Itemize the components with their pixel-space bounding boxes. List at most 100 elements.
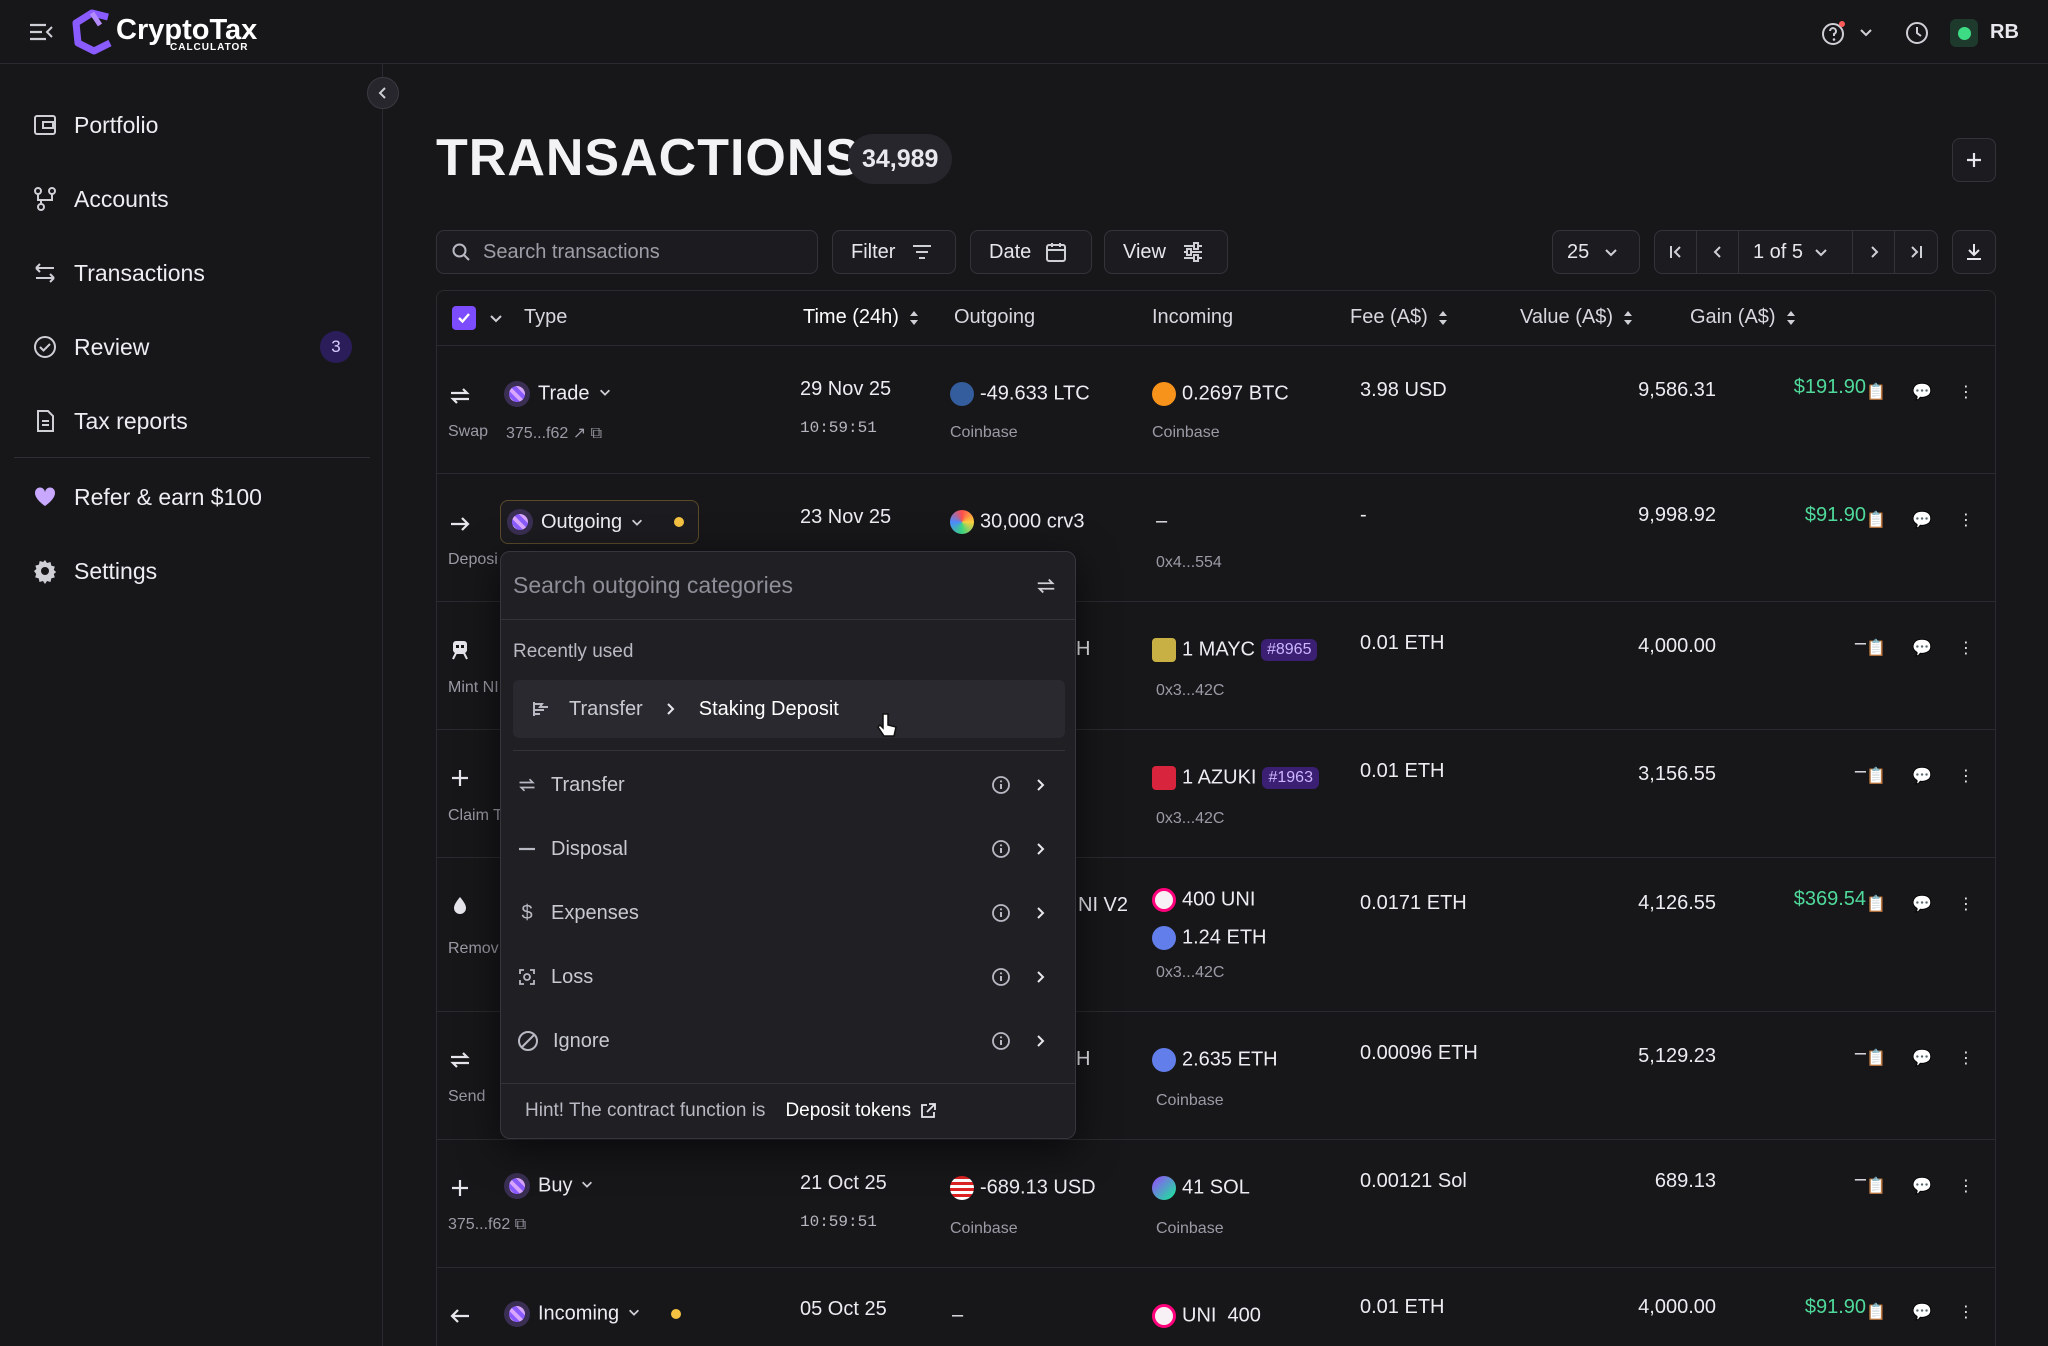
checkmark-icon (458, 313, 470, 324)
comment-icon[interactable]: 💬 (1912, 512, 1932, 529)
comment-icon[interactable]: 💬 (1912, 1304, 1932, 1321)
swap-direction-icon[interactable] (1035, 575, 1057, 597)
incoming-source: 0x4...554 (1156, 554, 1222, 571)
view-button[interactable]: View (1104, 230, 1228, 274)
menu-item-disposal[interactable]: Disposal (517, 824, 1061, 874)
recent-item-staking-deposit[interactable]: Transfer Staking Deposit (513, 680, 1065, 738)
table-row[interactable]: Mint NI H 1 MAYC #8965 0x3...42C 0.01 ETH… (436, 601, 1996, 729)
tx-hash[interactable]: 375...f62 ↗ ⧉ (506, 423, 602, 443)
help-chevron-down-icon[interactable] (1858, 24, 1874, 40)
row-date: 29 Nov 25 (800, 378, 892, 400)
menu-item-ignore[interactable]: Ignore (517, 1016, 1061, 1066)
info-icon[interactable] (991, 903, 1011, 923)
clipboard-icon[interactable]: 📋 (1866, 1304, 1887, 1321)
column-header-gain[interactable]: Gain (A$) (1690, 306, 1798, 329)
info-icon[interactable] (991, 839, 1011, 859)
table-frame (436, 290, 1996, 1346)
clipboard-icon[interactable]: 📋 (1866, 768, 1887, 785)
table-row[interactable]: Send H 2.635 ETH Coinbase 0.00096 ETH 5,… (436, 1011, 1996, 1139)
more-vertical-icon[interactable]: ⋮ (1958, 768, 1974, 785)
collapse-menu-icon[interactable] (28, 20, 54, 44)
clipboard-icon[interactable]: 📋 (1866, 384, 1887, 401)
page-select[interactable]: 1 of 5 (1739, 231, 1853, 273)
comment-icon[interactable]: 💬 (1912, 1050, 1932, 1067)
clipboard-icon[interactable]: 📋 (1866, 896, 1887, 913)
more-vertical-icon[interactable]: ⋮ (1958, 512, 1974, 529)
prev-page-icon[interactable] (1697, 231, 1739, 273)
sidebar-item-transactions[interactable]: Transactions (32, 248, 205, 298)
info-icon[interactable] (991, 967, 1011, 987)
sidebar-collapse-button[interactable] (367, 77, 399, 109)
menu-item-label: Ignore (553, 1029, 610, 1052)
date-button[interactable]: Date (970, 230, 1092, 274)
table-row[interactable]: Trade Swap 375...f62 ↗ ⧉ 29 Nov 25 10:59… (436, 345, 1996, 473)
sidebar-item-review[interactable]: Review 3 (32, 322, 352, 372)
menu-item-transfer[interactable]: Transfer (517, 760, 1061, 810)
help-icon[interactable] (1820, 19, 1848, 47)
comment-icon[interactable]: 💬 (1912, 768, 1932, 785)
first-page-icon[interactable] (1655, 231, 1697, 273)
sidebar-item-label: Review (74, 333, 150, 360)
last-page-icon[interactable] (1895, 231, 1937, 273)
clipboard-icon[interactable]: 📋 (1866, 512, 1887, 529)
more-vertical-icon[interactable]: ⋮ (1958, 384, 1974, 401)
category-dropdown[interactable]: Buy (504, 1173, 594, 1199)
export-button[interactable] (1952, 230, 1996, 274)
info-icon[interactable] (991, 1031, 1011, 1051)
sidebar-item-portfolio[interactable]: Portfolio (32, 100, 158, 150)
column-header-incoming[interactable]: Incoming (1152, 306, 1234, 328)
external-link-icon[interactable]: ↗ (572, 425, 587, 442)
search-input[interactable]: Search transactions (436, 230, 818, 274)
column-header-outgoing[interactable]: Outgoing (954, 306, 1036, 328)
mayc-nft-icon (1152, 638, 1176, 662)
column-header-value[interactable]: Value (A$) (1520, 306, 1635, 329)
menu-item-loss[interactable]: Loss (517, 952, 1061, 1002)
column-header-fee[interactable]: Fee (A$) (1350, 306, 1450, 329)
menu-item-expenses[interactable]: $ Expenses (517, 888, 1061, 938)
tx-hash[interactable]: 375...f62 ⧉ (448, 1216, 526, 1234)
table-row[interactable]: Buy 375...f62 ⧉ 21 Oct 25 10:59:51 -689.… (436, 1139, 1996, 1267)
copy-icon[interactable]: ⧉ (514, 1216, 527, 1233)
hint-link[interactable]: Deposit tokens (785, 1100, 937, 1122)
incoming-source: Coinbase (1152, 424, 1220, 441)
comment-icon[interactable]: 💬 (1912, 640, 1932, 657)
category-dropdown[interactable]: Trade (504, 381, 612, 407)
history-clock-icon[interactable] (1904, 20, 1930, 46)
sidebar-item-tax-reports[interactable]: Tax reports (32, 396, 188, 446)
comment-icon[interactable]: 💬 (1912, 384, 1932, 401)
select-menu-chevron-icon[interactable] (488, 310, 504, 326)
table-row[interactable]: Incoming 05 Oct 25 – UNI 400 0.01 ETH 4,… (436, 1267, 1996, 1346)
add-transaction-button[interactable] (1952, 138, 1996, 182)
more-vertical-icon[interactable]: ⋮ (1958, 640, 1974, 657)
column-header-type[interactable]: Type (524, 306, 568, 328)
filter-button[interactable]: Filter (832, 230, 956, 274)
table-row[interactable]: Outgoing Deposi 23 Nov 25 30,000 crv3 – … (436, 473, 1996, 601)
clipboard-icon[interactable]: 📋 (1866, 1178, 1887, 1195)
info-icon[interactable] (991, 775, 1011, 795)
select-all-checkbox[interactable] (452, 306, 476, 330)
category-dropdown[interactable]: Incoming (504, 1301, 682, 1327)
sidebar-item-settings[interactable]: Settings (32, 546, 157, 596)
page-size-select[interactable]: 25 (1552, 230, 1640, 274)
more-vertical-icon[interactable]: ⋮ (1958, 896, 1974, 913)
more-vertical-icon[interactable]: ⋮ (1958, 1304, 1974, 1321)
user-avatar[interactable]: RB (1990, 21, 2019, 43)
table-row[interactable]: Claim T 1 AZUKI #1963 0x3...42C 0.01 ETH … (436, 729, 1996, 857)
more-vertical-icon[interactable]: ⋮ (1958, 1178, 1974, 1195)
sidebar-item-accounts[interactable]: Accounts (32, 174, 169, 224)
more-vertical-icon[interactable]: ⋮ (1958, 1050, 1974, 1067)
category-dropdown[interactable]: Outgoing (500, 500, 700, 544)
sidebar: Portfolio Accounts Transactions Review 3… (0, 64, 399, 1346)
sidebar-item-refer[interactable]: Refer & earn $100 (32, 472, 262, 522)
table-row[interactable]: Remov NI V2 400 UNI 1.24 ETH 0x3...42C 0… (436, 857, 1996, 1011)
clipboard-icon[interactable]: 📋 (1866, 640, 1887, 657)
column-header-time[interactable]: Time (24h) (803, 306, 921, 329)
comment-icon[interactable]: 💬 (1912, 896, 1932, 913)
clipboard-icon[interactable]: 📋 (1866, 1050, 1887, 1067)
comment-icon[interactable]: 💬 (1912, 1178, 1932, 1195)
next-page-icon[interactable] (1853, 231, 1895, 273)
category-search-input[interactable]: Search outgoing categories (501, 552, 1075, 620)
copy-icon[interactable]: ⧉ (590, 425, 603, 442)
row-actions: 📋 💬 ⋮ (1866, 510, 1974, 530)
sync-status-icon[interactable] (1950, 19, 1978, 47)
